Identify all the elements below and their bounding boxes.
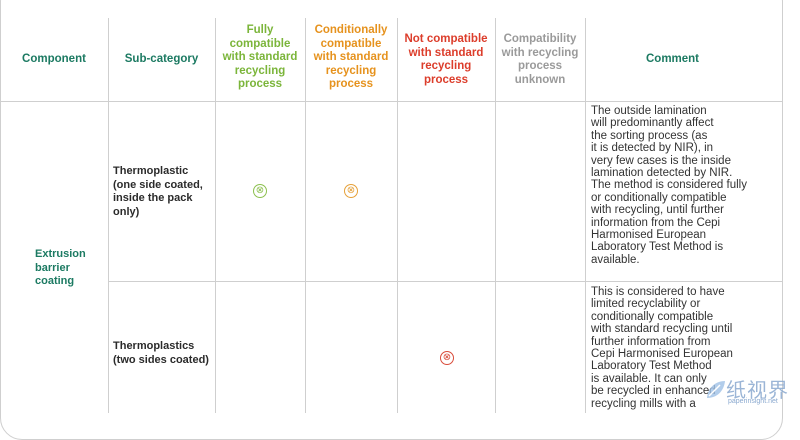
grid-line (397, 18, 398, 413)
row-divider (108, 281, 783, 282)
grid-line (495, 18, 496, 413)
component-name: Extrusion barrier coating (35, 248, 86, 287)
header-comment: Comment (645, 53, 700, 65)
grid-line (108, 18, 109, 413)
header-compatibility-unknown: Compatibility with recycling process unk… (501, 33, 579, 86)
header-not-compatible: Not compatible with standard recycling p… (404, 33, 488, 86)
header-conditionally-compatible: Conditionally compatible with standard r… (313, 24, 389, 90)
header-component: Component (22, 53, 86, 65)
comment-row-1: The outside lamination will predominantl… (591, 105, 747, 266)
grid-line (215, 18, 216, 413)
header-fully-compatible: Fully compatible with standard recycling… (222, 24, 298, 90)
header-divider (0, 101, 783, 102)
watermark-subtitle: paperinsight.net (728, 398, 778, 405)
not-compatible-mark-icon: ⊗ (440, 351, 454, 365)
watermark-leaf-icon (707, 381, 725, 398)
grid-line (585, 18, 586, 413)
conditionally-compatible-mark-icon: ⊗ (344, 184, 358, 198)
grid-line (305, 18, 306, 413)
subcategory-thermoplastic-one-side: Thermoplastic (one side coated, inside t… (113, 165, 203, 218)
watermark-logo: 纸视界 paperinsight.net (696, 372, 800, 413)
subcategory-thermoplastics-two-sides: Thermoplastics (two sides coated) (113, 340, 209, 366)
header-subcategory: Sub-category (124, 53, 199, 65)
fully-compatible-mark-icon: ⊗ (253, 184, 267, 198)
watermark-title: 纸视界 (726, 378, 789, 402)
comment-row-2: This is considered to have limited recyc… (591, 286, 733, 410)
